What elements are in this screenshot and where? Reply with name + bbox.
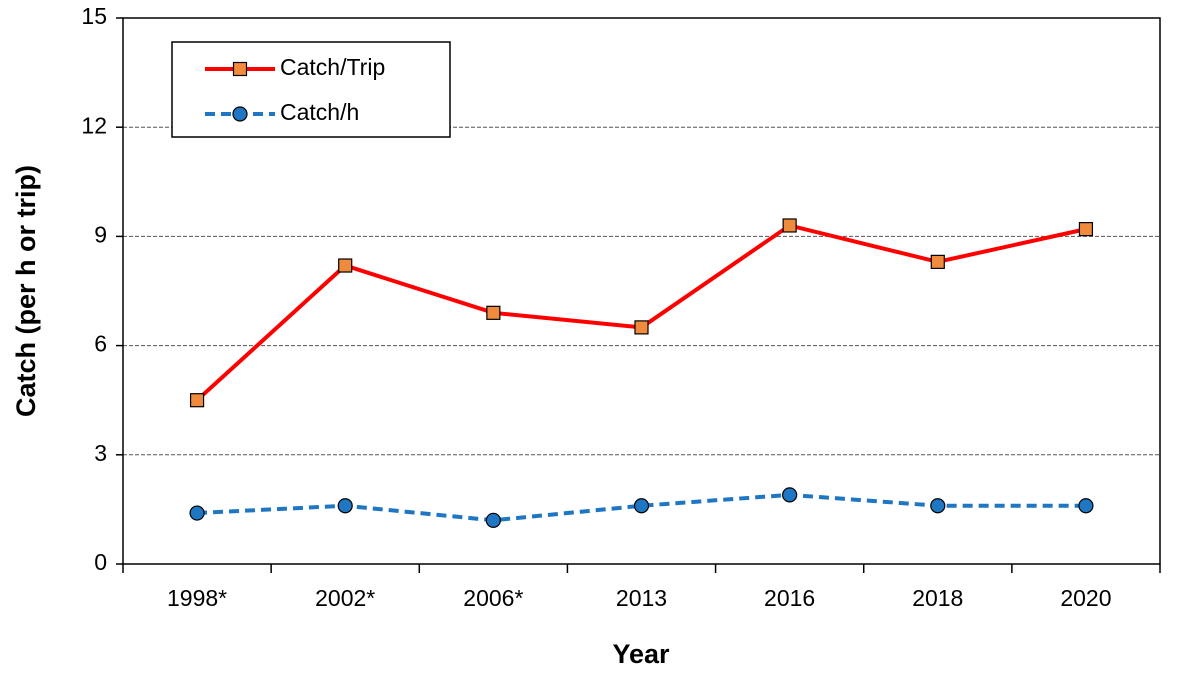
legend-marker — [232, 106, 248, 122]
x-tick-label: 1998* — [167, 585, 227, 611]
y-tick-label: 9 — [94, 221, 107, 247]
marker — [782, 218, 797, 233]
marker — [634, 320, 649, 335]
marker — [338, 258, 353, 273]
legend-frame — [171, 41, 451, 138]
x-tick-label: 2006* — [463, 585, 523, 611]
x-tick-label: 2013 — [616, 585, 667, 611]
y-tick-label: 3 — [94, 440, 107, 466]
y-tick-label: 6 — [94, 331, 107, 357]
marker — [1078, 222, 1094, 237]
x-tick-label: 2016 — [764, 585, 815, 611]
plot-frame — [122, 17, 1161, 565]
y-tick-label: 15 — [81, 3, 107, 29]
marker — [782, 487, 798, 503]
marker — [633, 498, 650, 514]
marker — [337, 498, 353, 514]
marker — [1078, 498, 1094, 514]
x-tick-label: 2018 — [912, 585, 963, 611]
marker — [486, 305, 501, 320]
marker — [930, 498, 946, 514]
marker — [930, 254, 945, 269]
x-tick-label: 2002* — [315, 585, 375, 611]
series-line — [195, 223, 1087, 402]
legend-marker — [232, 61, 248, 77]
y-tick-label: 12 — [81, 112, 107, 138]
legend-label: Catch/Trip — [280, 54, 385, 80]
marker — [189, 393, 205, 408]
marker — [485, 512, 501, 528]
x-axis-title: Year — [612, 639, 670, 669]
marker — [189, 505, 205, 521]
y-tick-label: 0 — [94, 549, 107, 575]
legend-label: Catch/h — [280, 99, 359, 125]
x-tick-label: 2020 — [1060, 585, 1111, 611]
y-axis-title: Catch (per h or trip) — [11, 165, 41, 417]
legend: Catch/Trip Catch/h — [171, 41, 451, 138]
